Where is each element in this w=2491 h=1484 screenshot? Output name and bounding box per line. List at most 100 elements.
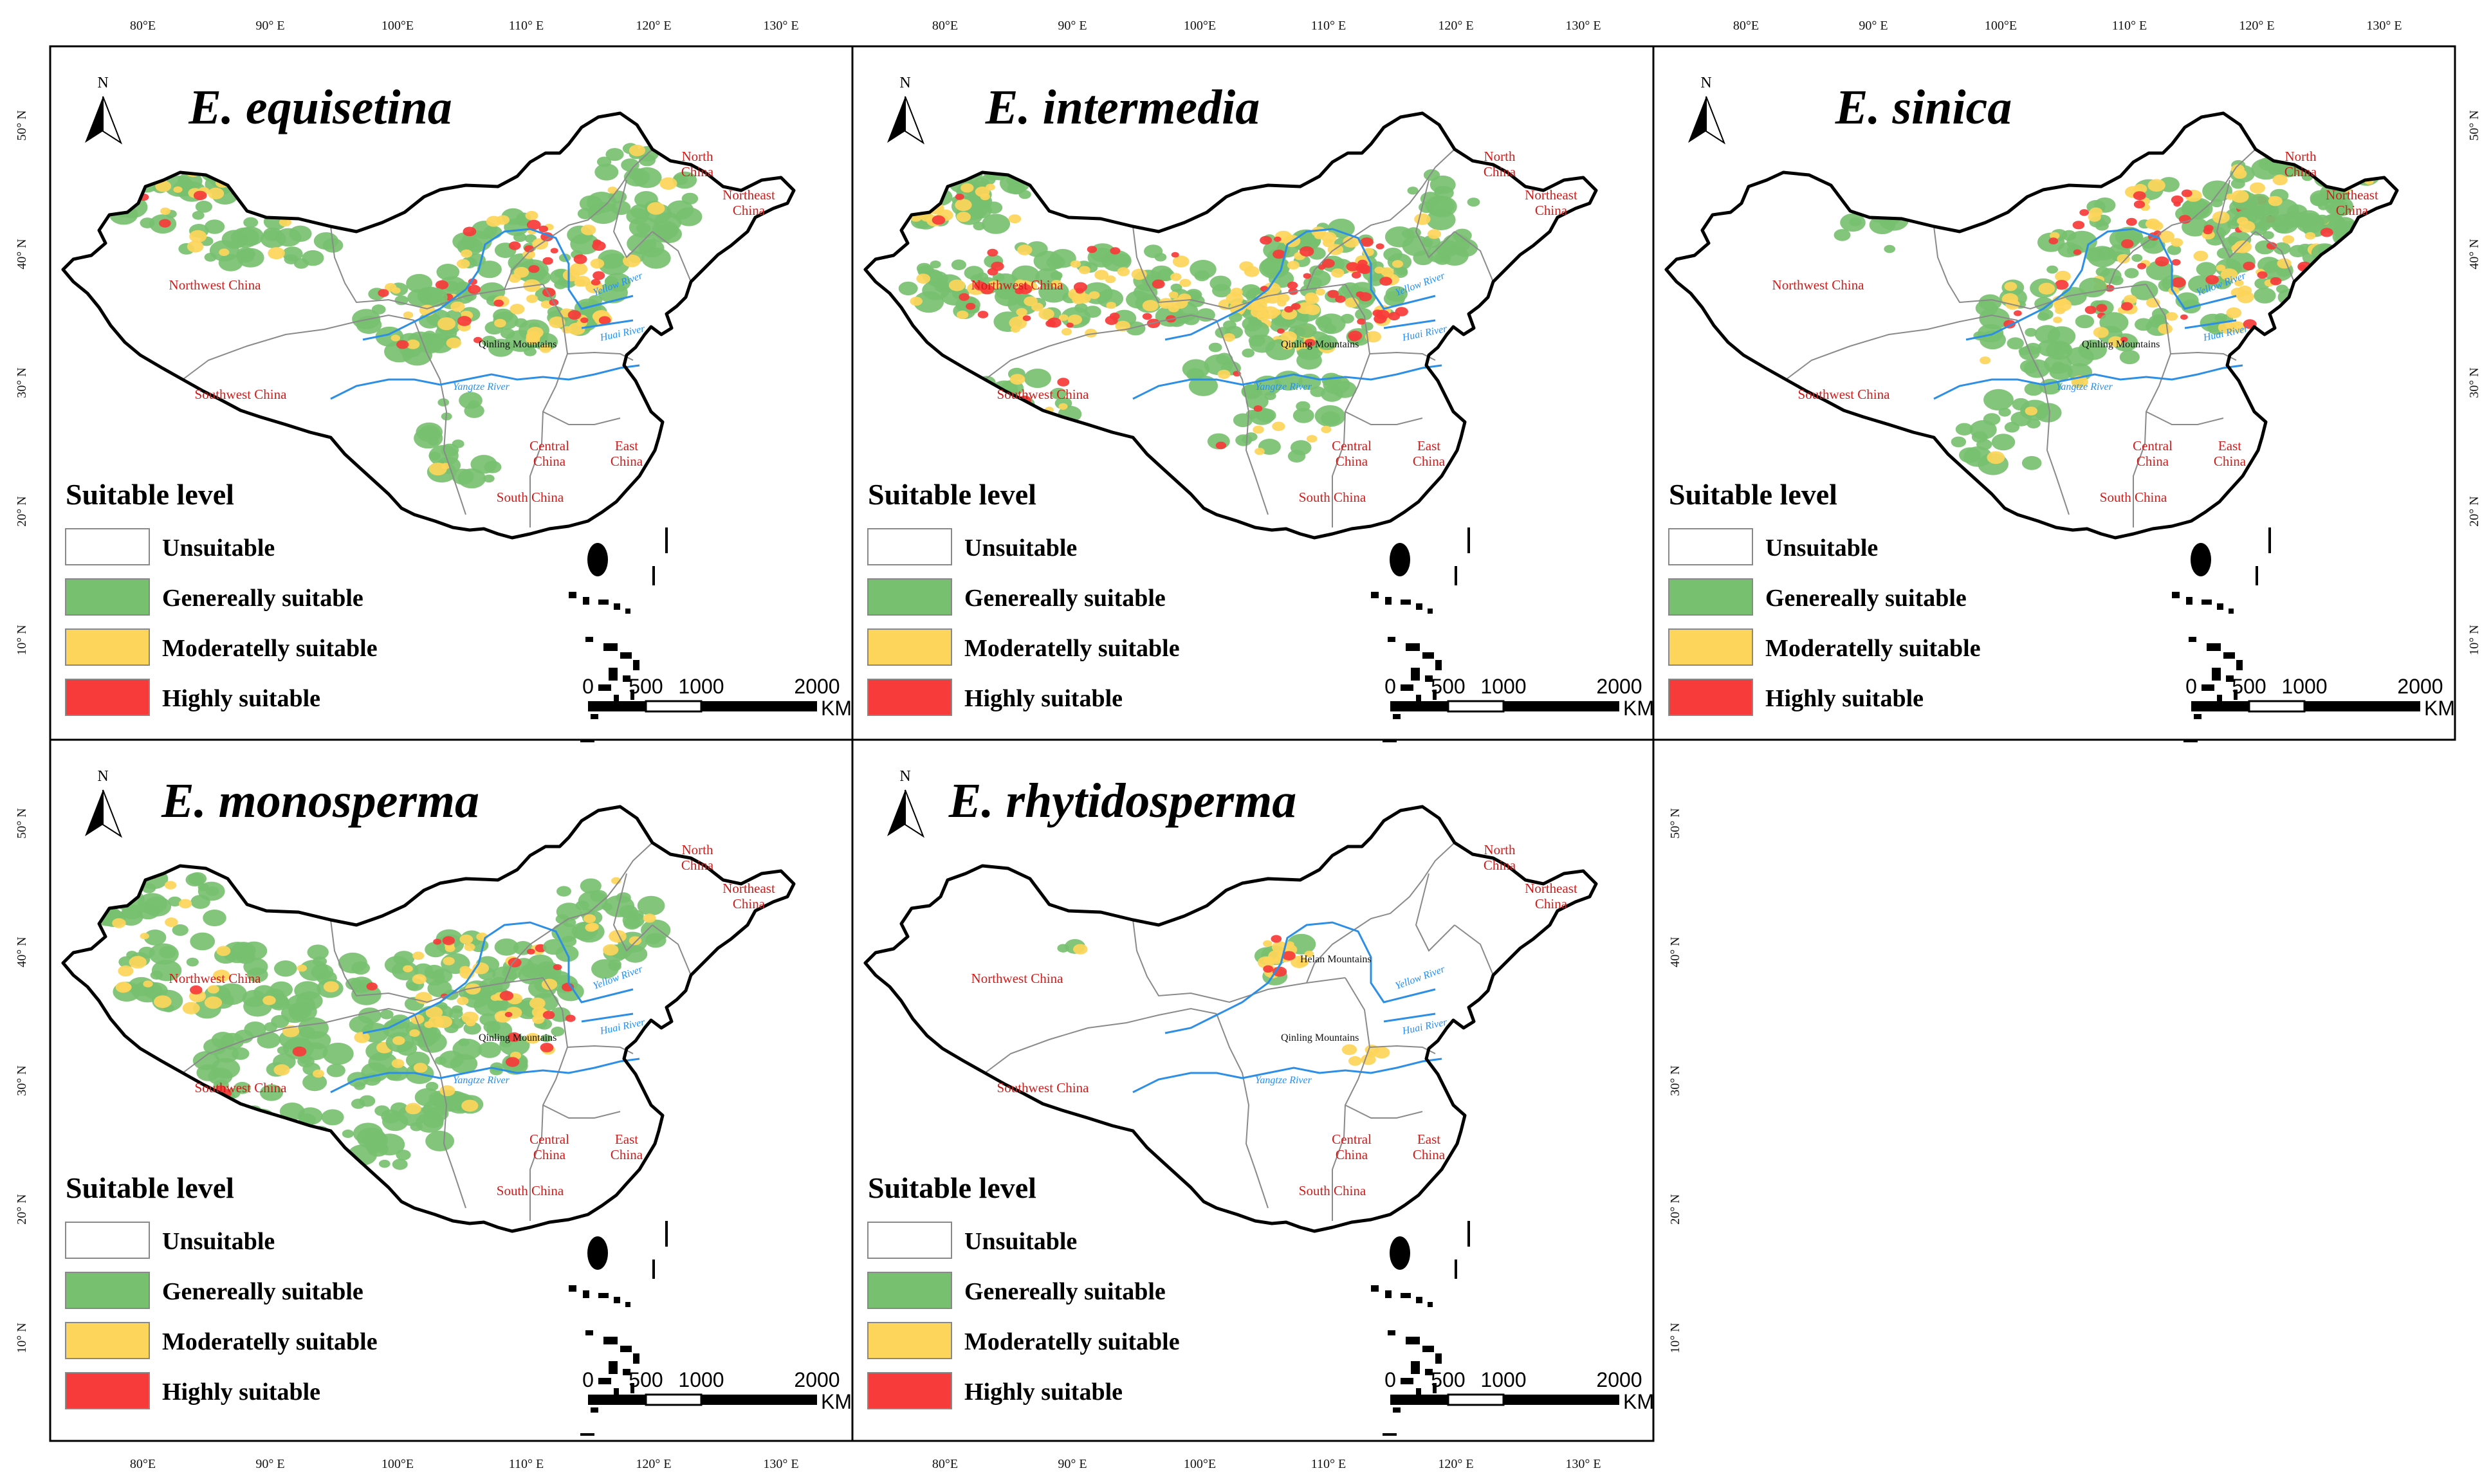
legend-title: Suitable level	[868, 478, 1036, 511]
suitability-patch	[113, 140, 131, 152]
suitability-patch	[630, 204, 651, 219]
suitability-patch	[578, 890, 608, 912]
suitability-patch	[190, 932, 216, 951]
suitability-patch	[450, 301, 465, 312]
suitability-patch	[378, 289, 389, 297]
legend-item-label: Moderatelly suitable	[1765, 635, 1981, 662]
longitude-label-top: 80°E	[130, 19, 156, 33]
suitability-patch	[296, 991, 323, 1011]
suitability-patch	[87, 172, 107, 187]
suitability-patch	[499, 991, 514, 1001]
scale-unit: KM	[821, 697, 852, 720]
suitability-patch	[371, 304, 386, 315]
suitability-patch	[221, 170, 232, 178]
suitability-patch	[2078, 340, 2107, 360]
suitability-patch	[253, 1122, 266, 1131]
suitability-patch	[156, 158, 174, 171]
suitability-patch	[1291, 955, 1308, 968]
suitability-patch	[435, 280, 449, 290]
suitability-patch	[1000, 152, 1017, 164]
suitability-patch	[1047, 317, 1062, 328]
suitability-patch	[1273, 250, 1286, 259]
suitability-patch	[1078, 266, 1090, 275]
region-label-northeast: Northeast China	[722, 881, 775, 911]
suitability-patch	[2171, 277, 2186, 288]
suitability-patch	[2054, 280, 2069, 290]
suitability-patch	[2182, 197, 2213, 220]
suitability-patch	[435, 1016, 452, 1029]
longitude-label-bottom: 130° E	[763, 1457, 798, 1471]
suitability-patch	[148, 140, 179, 162]
suitability-patch	[1142, 300, 1159, 311]
suitability-patch	[1317, 313, 1346, 334]
longitude-label-top: 130° E	[763, 19, 798, 33]
suitability-patch	[953, 389, 983, 410]
longitude-label-bottom: 120° E	[1438, 1457, 1473, 1471]
longitude-label-bottom: 90° E	[1058, 1457, 1087, 1471]
suitability-patch	[939, 143, 950, 151]
suitability-patch	[2216, 264, 2226, 271]
longitude-label-top: 120° E	[2239, 19, 2274, 33]
legend-item-label: Genereally suitable	[964, 1278, 1166, 1305]
suitability-patch	[1321, 425, 1332, 434]
suitability-patch	[583, 914, 596, 923]
suitability-patch	[2084, 306, 2097, 315]
suitability-patch	[1834, 229, 1851, 241]
suitability-patch	[975, 187, 990, 197]
suitability-patch	[391, 1059, 405, 1068]
suitability-patch	[1110, 247, 1121, 255]
suitability-patch	[1253, 405, 1263, 412]
suitability-patch	[598, 316, 611, 325]
longitude-label-bottom: 120° E	[636, 1457, 671, 1471]
suitability-patch	[96, 156, 118, 172]
suitability-patch	[204, 219, 225, 234]
legend-swatch	[65, 578, 150, 616]
suitability-patch	[112, 918, 126, 928]
suitability-patch	[905, 174, 918, 184]
suitability-patch	[1983, 413, 2001, 426]
suitability-patch	[549, 1007, 571, 1022]
legend-item-label: Genereally suitable	[1765, 585, 1967, 612]
longitude-label-top: 110° E	[509, 19, 544, 33]
suitability-patch	[2099, 268, 2122, 284]
suitability-patch	[160, 207, 170, 215]
longitude-label-bottom: 110° E	[509, 1457, 544, 1471]
svg-text:N: N	[899, 768, 910, 785]
suitability-patch	[569, 262, 588, 276]
suitability-patch	[278, 1142, 289, 1151]
suitability-patch	[2348, 248, 2367, 262]
north-arrow-icon: N	[1688, 75, 1726, 145]
suitability-patch	[1094, 270, 1108, 280]
suitability-patch	[2038, 282, 2055, 295]
suitability-patch	[508, 241, 521, 250]
suitability-patch	[951, 259, 966, 271]
qinling-mountains-label: Qinling Mountains	[2082, 339, 2160, 350]
suitability-patch	[313, 232, 338, 250]
longitude-label-top: 100°E	[1985, 19, 2017, 33]
suitability-patch	[961, 183, 974, 193]
suitability-patch	[1331, 268, 1345, 278]
suitability-patch	[1070, 260, 1081, 268]
suitability-patch	[321, 1109, 344, 1126]
suitability-patch	[217, 1119, 232, 1130]
suitability-patch	[416, 422, 443, 442]
suitability-patch	[986, 183, 995, 191]
suitability-patch	[439, 1085, 455, 1097]
suitability-patch	[158, 149, 169, 158]
suitability-patch	[279, 217, 291, 227]
suitability-patch	[216, 946, 231, 957]
suitability-patch	[1239, 261, 1254, 271]
north-arrow-icon: N	[887, 75, 925, 145]
suitability-patch	[104, 888, 122, 902]
suitability-patch	[1154, 253, 1167, 262]
suitability-patch	[459, 934, 473, 944]
region-label-southwest: Southwest China	[195, 387, 288, 402]
legend-swatch	[867, 578, 952, 616]
suitability-patch	[2204, 224, 2214, 232]
latitude-label: 40° N	[2467, 239, 2481, 269]
suitability-patch	[160, 163, 170, 171]
yangtze-river-label: Yangtze River	[1255, 1075, 1312, 1086]
scale-label: 2000	[1596, 675, 1642, 698]
suitability-patch	[1188, 375, 1218, 396]
region-label-northwest: Northwest China	[1772, 277, 1865, 293]
